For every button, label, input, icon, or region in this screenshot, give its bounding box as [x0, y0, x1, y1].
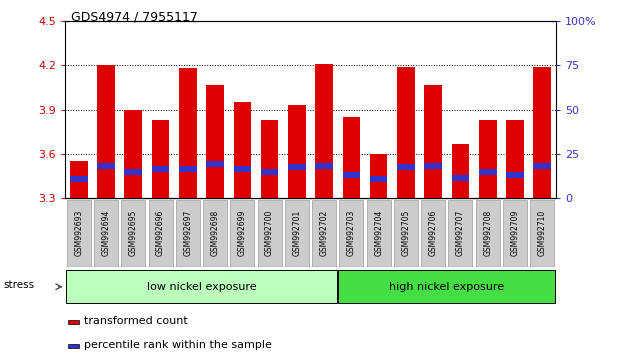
Text: GSM992707: GSM992707 — [456, 210, 465, 256]
Bar — [315, 163, 333, 169]
Bar — [451, 144, 469, 198]
Bar — [261, 169, 278, 175]
FancyBboxPatch shape — [421, 200, 445, 267]
FancyBboxPatch shape — [285, 200, 309, 267]
Text: transformed count: transformed count — [84, 316, 188, 326]
Bar — [506, 120, 524, 198]
Bar — [397, 164, 415, 170]
FancyBboxPatch shape — [503, 200, 527, 267]
Bar — [369, 176, 388, 182]
FancyBboxPatch shape — [203, 200, 227, 267]
FancyBboxPatch shape — [340, 200, 363, 267]
Bar — [233, 102, 252, 198]
Bar — [152, 120, 170, 198]
Bar — [424, 85, 442, 198]
Bar — [315, 64, 333, 198]
Bar — [179, 68, 197, 198]
FancyBboxPatch shape — [394, 200, 418, 267]
FancyBboxPatch shape — [448, 200, 473, 267]
Bar — [369, 154, 388, 198]
Bar — [68, 320, 79, 324]
Text: GSM992700: GSM992700 — [265, 210, 274, 256]
Text: GSM992702: GSM992702 — [320, 210, 329, 256]
Bar — [97, 65, 115, 198]
FancyBboxPatch shape — [258, 200, 281, 267]
Bar — [70, 176, 88, 182]
FancyBboxPatch shape — [530, 200, 554, 267]
Text: GSM992694: GSM992694 — [102, 210, 111, 256]
Text: GSM992704: GSM992704 — [374, 210, 383, 256]
Bar — [424, 163, 442, 169]
FancyBboxPatch shape — [66, 270, 337, 303]
Bar — [124, 110, 142, 198]
Bar — [70, 161, 88, 198]
Bar — [206, 161, 224, 167]
Bar — [479, 169, 497, 175]
Bar — [479, 120, 497, 198]
Text: GSM992701: GSM992701 — [292, 210, 301, 256]
Text: percentile rank within the sample: percentile rank within the sample — [84, 340, 272, 350]
Text: low nickel exposure: low nickel exposure — [147, 282, 256, 292]
Text: high nickel exposure: high nickel exposure — [389, 282, 504, 292]
FancyBboxPatch shape — [338, 270, 555, 303]
Bar — [343, 117, 360, 198]
Text: GSM992699: GSM992699 — [238, 210, 247, 256]
Bar — [288, 105, 306, 198]
Bar — [261, 120, 278, 198]
Text: GSM992708: GSM992708 — [483, 210, 492, 256]
Bar — [533, 67, 551, 198]
Text: GSM992696: GSM992696 — [156, 210, 165, 256]
FancyBboxPatch shape — [67, 200, 91, 267]
Bar — [533, 163, 551, 169]
FancyBboxPatch shape — [476, 200, 500, 267]
Bar — [343, 172, 360, 178]
FancyBboxPatch shape — [366, 200, 391, 267]
Bar — [124, 169, 142, 175]
Bar — [68, 344, 79, 348]
Text: GSM992709: GSM992709 — [510, 210, 519, 256]
Bar — [206, 85, 224, 198]
Bar — [152, 166, 170, 172]
FancyBboxPatch shape — [312, 200, 336, 267]
Text: GSM992710: GSM992710 — [538, 210, 546, 256]
FancyBboxPatch shape — [230, 200, 255, 267]
Text: GSM992703: GSM992703 — [347, 210, 356, 256]
FancyBboxPatch shape — [176, 200, 200, 267]
Bar — [233, 166, 252, 172]
Bar — [397, 67, 415, 198]
Text: stress: stress — [3, 280, 34, 290]
Text: GSM992705: GSM992705 — [401, 210, 410, 256]
FancyBboxPatch shape — [94, 200, 118, 267]
Bar — [288, 164, 306, 170]
Text: GSM992706: GSM992706 — [428, 210, 438, 256]
Text: GDS4974 / 7955117: GDS4974 / 7955117 — [71, 11, 198, 24]
FancyBboxPatch shape — [148, 200, 173, 267]
Text: GSM992695: GSM992695 — [129, 210, 138, 256]
Text: GSM992698: GSM992698 — [211, 210, 220, 256]
FancyBboxPatch shape — [121, 200, 145, 267]
Text: GSM992693: GSM992693 — [75, 210, 83, 256]
Bar — [506, 172, 524, 178]
Bar — [179, 166, 197, 172]
Bar — [97, 163, 115, 169]
Bar — [451, 175, 469, 181]
Text: GSM992697: GSM992697 — [183, 210, 193, 256]
